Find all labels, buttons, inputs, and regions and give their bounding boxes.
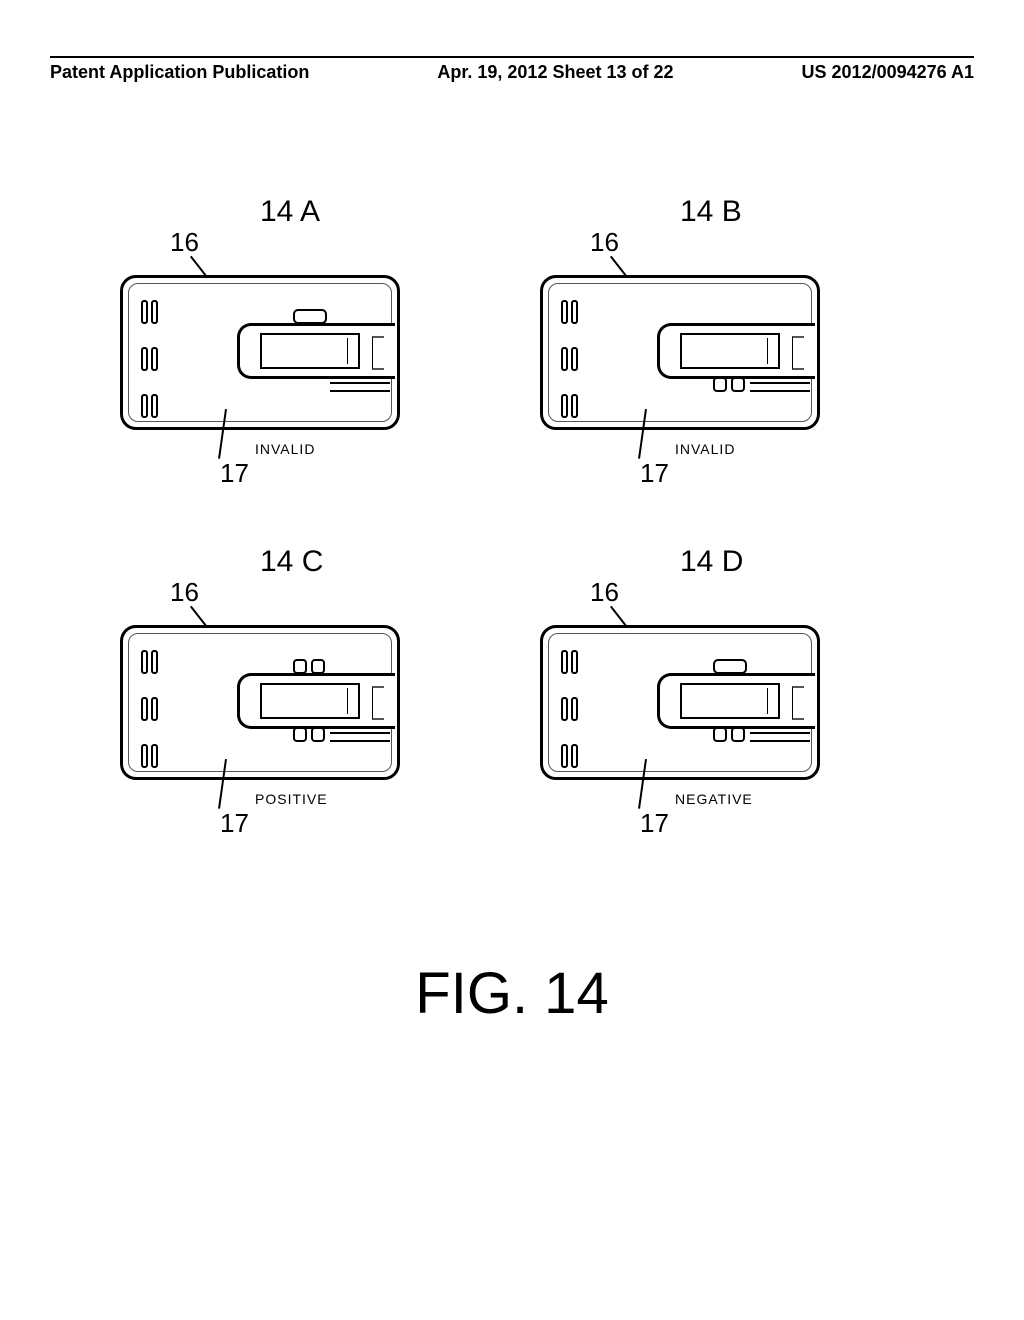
reference-numeral-17: 17 [640, 458, 669, 489]
vent-slots [561, 300, 581, 441]
cartridge-tail [330, 732, 390, 742]
window-mark [767, 688, 775, 714]
device-diagram: NEGATIVE [540, 625, 840, 825]
strip-area [792, 686, 804, 720]
cartridge-window [260, 333, 360, 369]
patent-page: Patent Application Publication Apr. 19, … [0, 0, 1024, 1320]
cartridge-window [680, 333, 780, 369]
reference-numeral-17: 17 [220, 458, 249, 489]
top-indicator-port [293, 659, 341, 675]
strip-area [372, 686, 384, 720]
window-mark [347, 338, 355, 364]
test-cartridge [205, 653, 395, 753]
test-cartridge [625, 303, 815, 403]
cartridge-tail [750, 732, 810, 742]
device-diagram: INVALID [120, 275, 420, 475]
device-housing [540, 275, 820, 430]
strip-area [792, 336, 804, 370]
window-mark [767, 338, 775, 364]
header-left: Patent Application Publication [50, 62, 309, 83]
device-diagram: INVALID [540, 275, 840, 475]
device-housing [120, 275, 400, 430]
window-mark [347, 688, 355, 714]
vent-slots [141, 300, 161, 441]
reference-numeral-16: 16 [590, 577, 619, 608]
panel-label: 14 B [680, 195, 742, 229]
page-header: Patent Application Publication Apr. 19, … [50, 62, 974, 83]
figure-panel: 14 C 16 [120, 545, 440, 825]
cartridge-window [260, 683, 360, 719]
panel-label: 14 A [260, 195, 320, 229]
top-indicator-port [713, 309, 761, 325]
header-center: Apr. 19, 2012 Sheet 13 of 22 [437, 62, 673, 83]
reference-numeral-17: 17 [220, 808, 249, 839]
reference-numeral-16: 16 [170, 577, 199, 608]
reference-numeral-16: 16 [590, 227, 619, 258]
panel-label: 14 C [260, 545, 323, 579]
top-indicator-port [713, 659, 761, 675]
result-label: POSITIVE [255, 791, 328, 807]
figure-title: FIG. 14 [0, 960, 1024, 1027]
cartridge-tail [330, 382, 390, 392]
device-diagram: POSITIVE [120, 625, 420, 825]
figure-panel: 14 A 16 [120, 195, 440, 475]
result-label: NEGATIVE [675, 791, 753, 807]
cartridge-window [680, 683, 780, 719]
strip-area [372, 336, 384, 370]
figure-grid: 14 A 16 [120, 195, 900, 825]
vent-slots [141, 650, 161, 791]
header-rule [50, 56, 974, 58]
figure-panel: 14 B 16 [540, 195, 860, 475]
reference-numeral-16: 16 [170, 227, 199, 258]
device-housing [540, 625, 820, 780]
result-label: INVALID [255, 441, 315, 457]
device-housing [120, 625, 400, 780]
cartridge-tail [750, 382, 810, 392]
header-right: US 2012/0094276 A1 [802, 62, 974, 83]
figure-panel: 14 D 16 [540, 545, 860, 825]
test-cartridge [625, 653, 815, 753]
result-label: INVALID [675, 441, 735, 457]
vent-slots [561, 650, 581, 791]
top-indicator-port [293, 309, 341, 325]
test-cartridge [205, 303, 395, 403]
panel-label: 14 D [680, 545, 743, 579]
reference-numeral-17: 17 [640, 808, 669, 839]
